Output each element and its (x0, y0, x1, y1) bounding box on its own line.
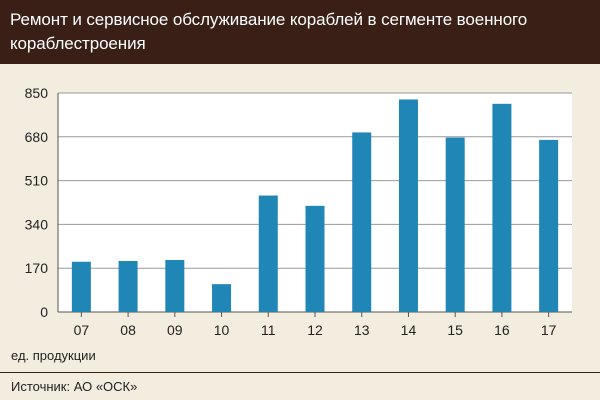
bar-08 (118, 260, 138, 312)
bar-14 (398, 99, 418, 312)
bar-chart: 0 170 340 510 680 850 07 08 09 10 11 12 13 14 15 16 17 (25, 85, 572, 338)
x-tick-label: 07 (74, 322, 90, 338)
bar-07 (71, 261, 91, 312)
y-tick-label: 680 (25, 129, 49, 145)
x-tick-label: 15 (447, 322, 463, 338)
x-tick-label: 17 (541, 322, 557, 338)
x-tick-label: 08 (120, 322, 136, 338)
unit-label: ед. продукции (11, 348, 96, 363)
bar-13 (352, 132, 372, 312)
x-tick-label: 10 (214, 322, 230, 338)
y-tick-label: 340 (25, 216, 49, 232)
x-tick-label: 12 (307, 322, 323, 338)
bar-11 (258, 195, 278, 312)
x-tick-label: 14 (401, 322, 417, 338)
x-tick-label: 16 (494, 322, 510, 338)
y-tick-label: 0 (40, 304, 48, 320)
x-tick-label: 09 (167, 322, 183, 338)
y-tick-label: 170 (25, 260, 49, 276)
bar-10 (212, 284, 232, 312)
bar-09 (165, 259, 185, 312)
y-tick-label: 510 (25, 173, 49, 189)
x-tick-label: 11 (261, 322, 276, 338)
source-note: Источник: АО «ОСК» (11, 379, 138, 394)
bar-16 (492, 103, 512, 313)
x-tick-label: 13 (354, 322, 370, 338)
footer-divider (0, 372, 600, 373)
chart-title: Ремонт и сервисное обслуживание кораблей… (10, 10, 528, 53)
header-bar: Ремонт и сервисное обслуживание кораблей… (0, 0, 600, 64)
y-tick-label: 850 (25, 85, 49, 101)
bar-15 (445, 137, 465, 312)
bar-17 (539, 139, 559, 312)
bar-12 (305, 205, 325, 312)
